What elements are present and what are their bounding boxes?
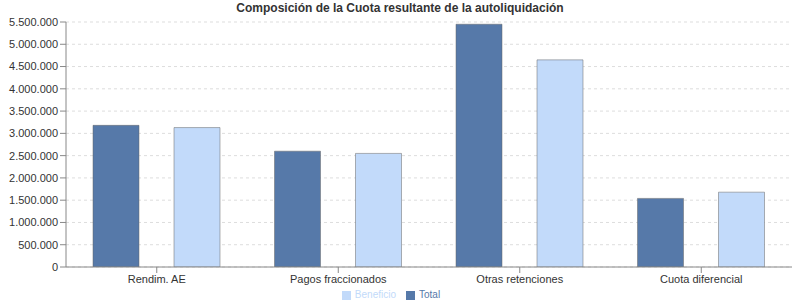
svg-text:3.500.000: 3.500.000 bbox=[9, 105, 58, 117]
svg-text:5.000.000: 5.000.000 bbox=[9, 38, 58, 50]
svg-text:0: 0 bbox=[52, 261, 58, 273]
svg-text:2.500.000: 2.500.000 bbox=[9, 150, 58, 162]
html-text:Composición de la Cuota result: Composición de la Cuota resultante de la… bbox=[236, 1, 564, 15]
svg-text:Pagos fraccionados: Pagos fraccionados bbox=[290, 273, 387, 285]
svg-text:500.000: 500.000 bbox=[18, 239, 58, 251]
svg-text:Cuota diferencial: Cuota diferencial bbox=[660, 273, 743, 285]
svg-text:Otras retenciones: Otras retenciones bbox=[476, 273, 563, 285]
svg-text:5.500.000: 5.500.000 bbox=[9, 16, 58, 28]
svg-text:1.000.000: 1.000.000 bbox=[9, 216, 58, 228]
svg-text:3.000.000: 3.000.000 bbox=[9, 127, 58, 139]
svg-text:Rendim. AE: Rendim. AE bbox=[128, 273, 186, 285]
svg-text:4.000.000: 4.000.000 bbox=[9, 83, 58, 95]
svg-text:1.500.000: 1.500.000 bbox=[9, 194, 58, 206]
html-text:Total: Total bbox=[419, 289, 441, 300]
svg-text:4.500.000: 4.500.000 bbox=[9, 60, 58, 72]
svg-text:2.000.000: 2.000.000 bbox=[9, 172, 58, 184]
html-text:Beneficio: Beneficio bbox=[354, 289, 396, 300]
